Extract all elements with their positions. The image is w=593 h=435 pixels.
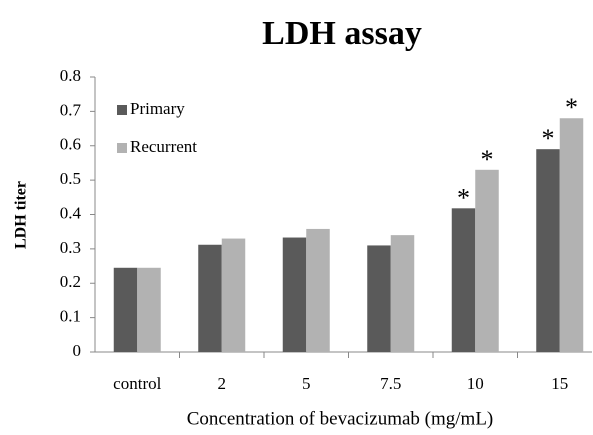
y-tick-label: 0.2 (60, 272, 81, 291)
bar (475, 169, 499, 352)
y-tick-label: 0.7 (60, 100, 82, 119)
y-tick-label: 0.1 (60, 307, 81, 326)
annotation: * (565, 93, 578, 122)
bar (451, 208, 476, 352)
bar (559, 118, 584, 352)
bar (221, 238, 246, 352)
x-tick-label: 10 (467, 374, 484, 393)
bar (282, 237, 307, 352)
x-axis-label: Concentration of bevacizumab (mg/mL) (187, 408, 494, 429)
y-tick-label: 0.3 (60, 238, 81, 257)
annotation: * (481, 145, 494, 174)
bar (113, 267, 138, 352)
x-tick-label: 15 (551, 374, 568, 393)
bar (390, 235, 415, 352)
annotation: * (542, 124, 555, 153)
y-tick-label: 0.5 (60, 169, 81, 188)
bar (367, 245, 391, 352)
annotation: * (457, 183, 470, 212)
bar (536, 149, 560, 352)
bar (306, 228, 330, 352)
y-tick-label: 0.8 (60, 66, 81, 85)
bar (198, 244, 222, 352)
legend-swatch (117, 143, 127, 153)
chart-title: LDH assay (262, 15, 422, 52)
y-tick-label: 0.4 (60, 203, 82, 222)
legend-swatch (117, 105, 127, 115)
x-tick-label: 2 (218, 374, 227, 393)
x-tick-label: 7.5 (380, 374, 401, 393)
legend-label: Primary (130, 99, 185, 118)
y-tick-label: 0 (73, 341, 82, 360)
x-tick-label: control (113, 374, 161, 393)
legend-label: Recurrent (130, 137, 197, 156)
y-tick-label: 0.6 (60, 135, 81, 154)
y-axis-label: LDH titer (13, 181, 30, 249)
x-tick-label: 5 (302, 374, 311, 393)
bar (137, 267, 161, 352)
